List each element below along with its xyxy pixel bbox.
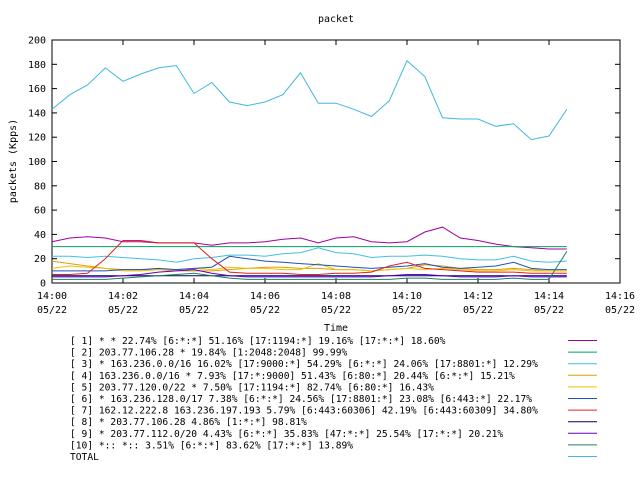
legend-entry-7: [ 7] 162.12.222.8 163.236.197.193 5.79% … bbox=[70, 406, 538, 417]
y-tick-label: 100 bbox=[28, 157, 46, 168]
x-tick-date: 05/22 bbox=[37, 305, 67, 316]
legend-entry-2: [ 2] 203.77.106.28 * 19.84% [1:2048:2048… bbox=[70, 348, 347, 359]
x-tick-time: 14:12 bbox=[463, 291, 493, 302]
series-line-11 bbox=[51, 59, 568, 141]
x-tick-date: 05/22 bbox=[179, 305, 209, 316]
x-tick-time: 14:06 bbox=[250, 291, 280, 302]
x-tick-date: 05/22 bbox=[605, 305, 635, 316]
y-tick-label: 140 bbox=[28, 108, 46, 119]
legend-entry-4: [ 4] 163.236.0.0/16 * 7.93% [17:*:9000] … bbox=[70, 371, 515, 382]
y-tick-label: 60 bbox=[34, 206, 46, 217]
chart-title: packet bbox=[318, 14, 354, 25]
y-tick-label: 80 bbox=[34, 181, 46, 192]
x-tick-date: 05/22 bbox=[463, 305, 493, 316]
x-tick-date: 05/22 bbox=[534, 305, 564, 316]
x-tick-time: 14:02 bbox=[108, 291, 138, 302]
y-axis-ticks: 0 20 40 60 80 100 120 140 160 180 200 bbox=[28, 36, 620, 290]
y-tick-label: 40 bbox=[34, 230, 46, 241]
legend-entry-1: [ 1] * * 22.74% [6:*:*] 51.16% [17:1194:… bbox=[70, 336, 446, 347]
legend-entry-9: [ 9] * 203.77.112.0/20 4.43% [6:*:*] 35.… bbox=[70, 429, 503, 440]
x-tick-time: 14:10 bbox=[392, 291, 422, 302]
x-tick-time: 14:00 bbox=[37, 291, 67, 302]
y-tick-label: 200 bbox=[28, 36, 46, 47]
x-tick-date: 05/22 bbox=[392, 305, 422, 316]
series-line-3 bbox=[52, 247, 567, 263]
legend-entry-8: [ 8] * 203.77.106.28 4.86% [1:*:*] 98.81… bbox=[70, 417, 307, 428]
series-line-10 bbox=[52, 251, 568, 280]
legend: [ 1] * * 22.74% [6:*:*] 51.16% [17:1194:… bbox=[70, 336, 597, 463]
x-tick-date: 05/22 bbox=[321, 305, 351, 316]
y-tick-label: 0 bbox=[40, 279, 46, 290]
x-axis-ticks: 14:00 05/22 14:02 05/22 14:04 05/22 14:06 05/22… bbox=[37, 40, 635, 316]
series-lines bbox=[51, 59, 568, 280]
legend-entry-3: [ 3] * 163.236.0.0/16 16.02% [17:9000:*]… bbox=[70, 359, 538, 370]
y-tick-label: 20 bbox=[34, 254, 46, 265]
x-tick-date: 05/22 bbox=[108, 305, 138, 316]
x-tick-time: 14:14 bbox=[534, 291, 564, 302]
y-tick-label: 180 bbox=[28, 60, 46, 71]
y-axis-label: packets (Kpps) bbox=[8, 119, 19, 203]
y-tick-label: 120 bbox=[28, 133, 46, 144]
y-tick-label: 160 bbox=[28, 84, 46, 95]
series-line-7 bbox=[52, 240, 567, 275]
x-axis-label: Time bbox=[324, 323, 348, 334]
legend-entry-11: TOTAL bbox=[70, 452, 99, 463]
legend-entry-6: [ 6] * 163.236.128.0/17 7.38% [6:*:*] 24… bbox=[70, 394, 532, 405]
x-tick-date: 05/22 bbox=[250, 305, 280, 316]
x-tick-time: 14:16 bbox=[605, 291, 635, 302]
series-line-1 bbox=[51, 226, 567, 250]
x-tick-time: 14:08 bbox=[321, 291, 351, 302]
series-line-6 bbox=[52, 255, 567, 272]
legend-entry-5: [ 5] 203.77.120.0/22 * 7.50% [17:1194:*]… bbox=[70, 382, 434, 393]
legend-entry-10: [10] *:: *:: 3.51% [6:*:*] 83.62% [17:*:… bbox=[70, 440, 353, 451]
x-tick-time: 14:04 bbox=[179, 291, 209, 302]
series-line-5 bbox=[51, 263, 567, 272]
series-line-9 bbox=[52, 269, 567, 278]
